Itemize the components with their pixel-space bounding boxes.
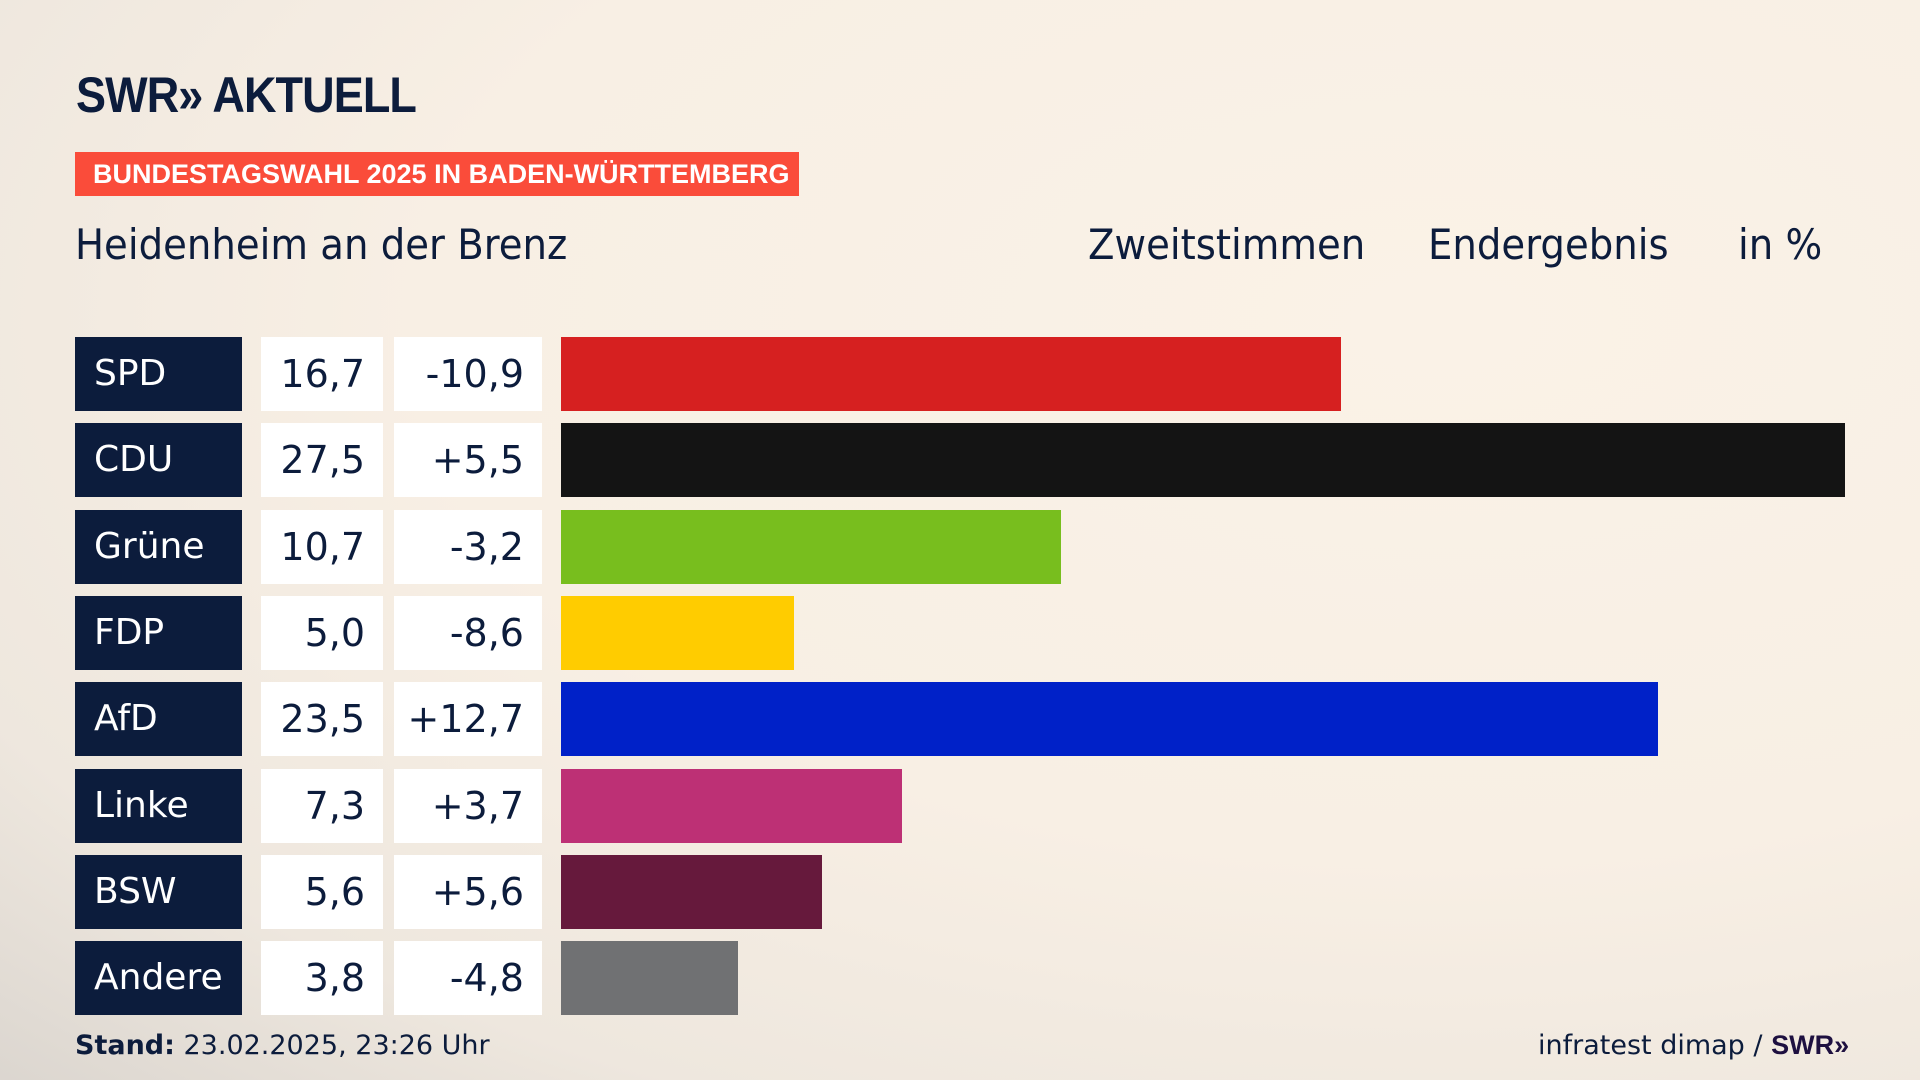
diff-label: -8,6 [394, 595, 542, 670]
bar-row: Andere 3,8 -4,8 [75, 941, 1875, 1016]
bar-afd [561, 682, 1659, 757]
value-label: 7,3 [261, 768, 383, 843]
party-label: FDP [75, 595, 242, 670]
party-label: SPD [75, 337, 242, 411]
stand-label: Stand: [75, 1030, 175, 1061]
bar-fdp [561, 595, 795, 670]
swr-logo: SWR» [1771, 1030, 1850, 1060]
value-label: 23,5 [261, 682, 383, 757]
bar-row: BSW 5,6 +5,6 [75, 854, 1875, 929]
swr-aktuell-logo: SWR» AKTUELL [76, 67, 417, 123]
election-banner: BUNDESTAGSWAHL 2025 IN BADEN-WÜRTTEMBERG [75, 152, 799, 196]
value-label: 3,8 [261, 941, 383, 1016]
bar-row: Linke 7,3 +3,7 [75, 768, 1875, 843]
value-label: 16,7 [261, 337, 383, 411]
party-label: Grüne [75, 509, 242, 584]
party-label: CDU [75, 423, 242, 498]
party-label: Linke [75, 768, 242, 843]
vote-type-label: Zweitstimmen [1088, 220, 1366, 269]
bar-row: Grüne 10,7 -3,2 [75, 509, 1875, 584]
value-label: 5,0 [261, 595, 383, 670]
party-label: Andere [75, 941, 242, 1016]
bar-row: CDU 27,5 +5,5 [75, 423, 1875, 498]
diff-label: +12,7 [394, 682, 542, 757]
timestamp: Stand: 23.02.2025, 23:26 Uhr [75, 1030, 490, 1061]
bar-bsw [561, 854, 823, 929]
constituency-title: Heidenheim an der Brenz [75, 220, 568, 269]
unit-label: in % [1738, 220, 1823, 269]
bar-row: FDP 5,0 -8,6 [75, 595, 1875, 670]
value-label: 27,5 [261, 423, 383, 498]
diff-label: +5,6 [394, 854, 542, 929]
value-label: 10,7 [261, 509, 383, 584]
bar-cdu [561, 423, 1845, 498]
diff-label: +3,7 [394, 768, 542, 843]
value-label: 5,6 [261, 854, 383, 929]
diff-label: -10,9 [394, 337, 542, 411]
result-type-label: Endergebnis [1428, 220, 1669, 269]
bar-row: SPD 16,7 -10,9 [75, 337, 1875, 411]
bar-row: AfD 23,5 +12,7 [75, 682, 1875, 757]
bar-grüne [561, 509, 1061, 584]
source-text: infratest dimap / [1538, 1030, 1772, 1061]
stand-value: 23.02.2025, 23:26 Uhr [174, 1030, 490, 1061]
source: infratest dimap / SWR» [1538, 1030, 1849, 1061]
bar-spd [561, 337, 1341, 411]
party-label: AfD [75, 682, 242, 757]
bar-andere [561, 941, 739, 1016]
diff-label: +5,5 [394, 423, 542, 498]
bar-linke [561, 768, 902, 843]
diff-label: -4,8 [394, 941, 542, 1016]
party-label: BSW [75, 854, 242, 929]
diff-label: -3,2 [394, 509, 542, 584]
